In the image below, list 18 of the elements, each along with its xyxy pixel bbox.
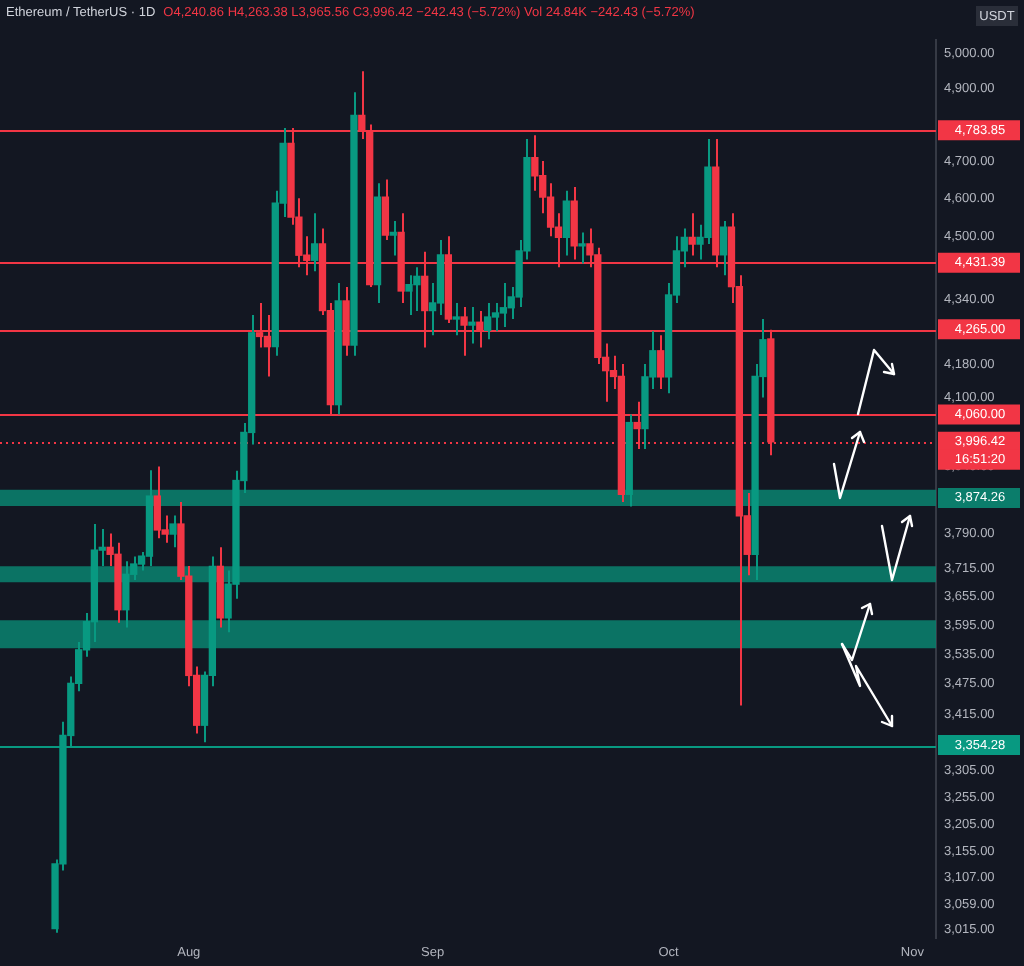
candlestick (578, 231, 586, 265)
candlestick (562, 189, 570, 257)
candlestick (405, 274, 413, 316)
candlestick (468, 305, 476, 345)
candlestick (122, 560, 130, 629)
candlestick (342, 286, 350, 357)
candlestick (491, 301, 500, 333)
candlestick (389, 219, 397, 257)
candlestick (381, 178, 390, 242)
candlestick (484, 301, 492, 341)
candlestick (310, 212, 319, 273)
candlestick (499, 282, 508, 329)
candlestick (719, 219, 728, 277)
candlestick (153, 465, 161, 540)
candlestick (169, 514, 177, 549)
candlestick (452, 301, 460, 337)
candlestick (688, 212, 696, 257)
candlestick (413, 266, 421, 312)
